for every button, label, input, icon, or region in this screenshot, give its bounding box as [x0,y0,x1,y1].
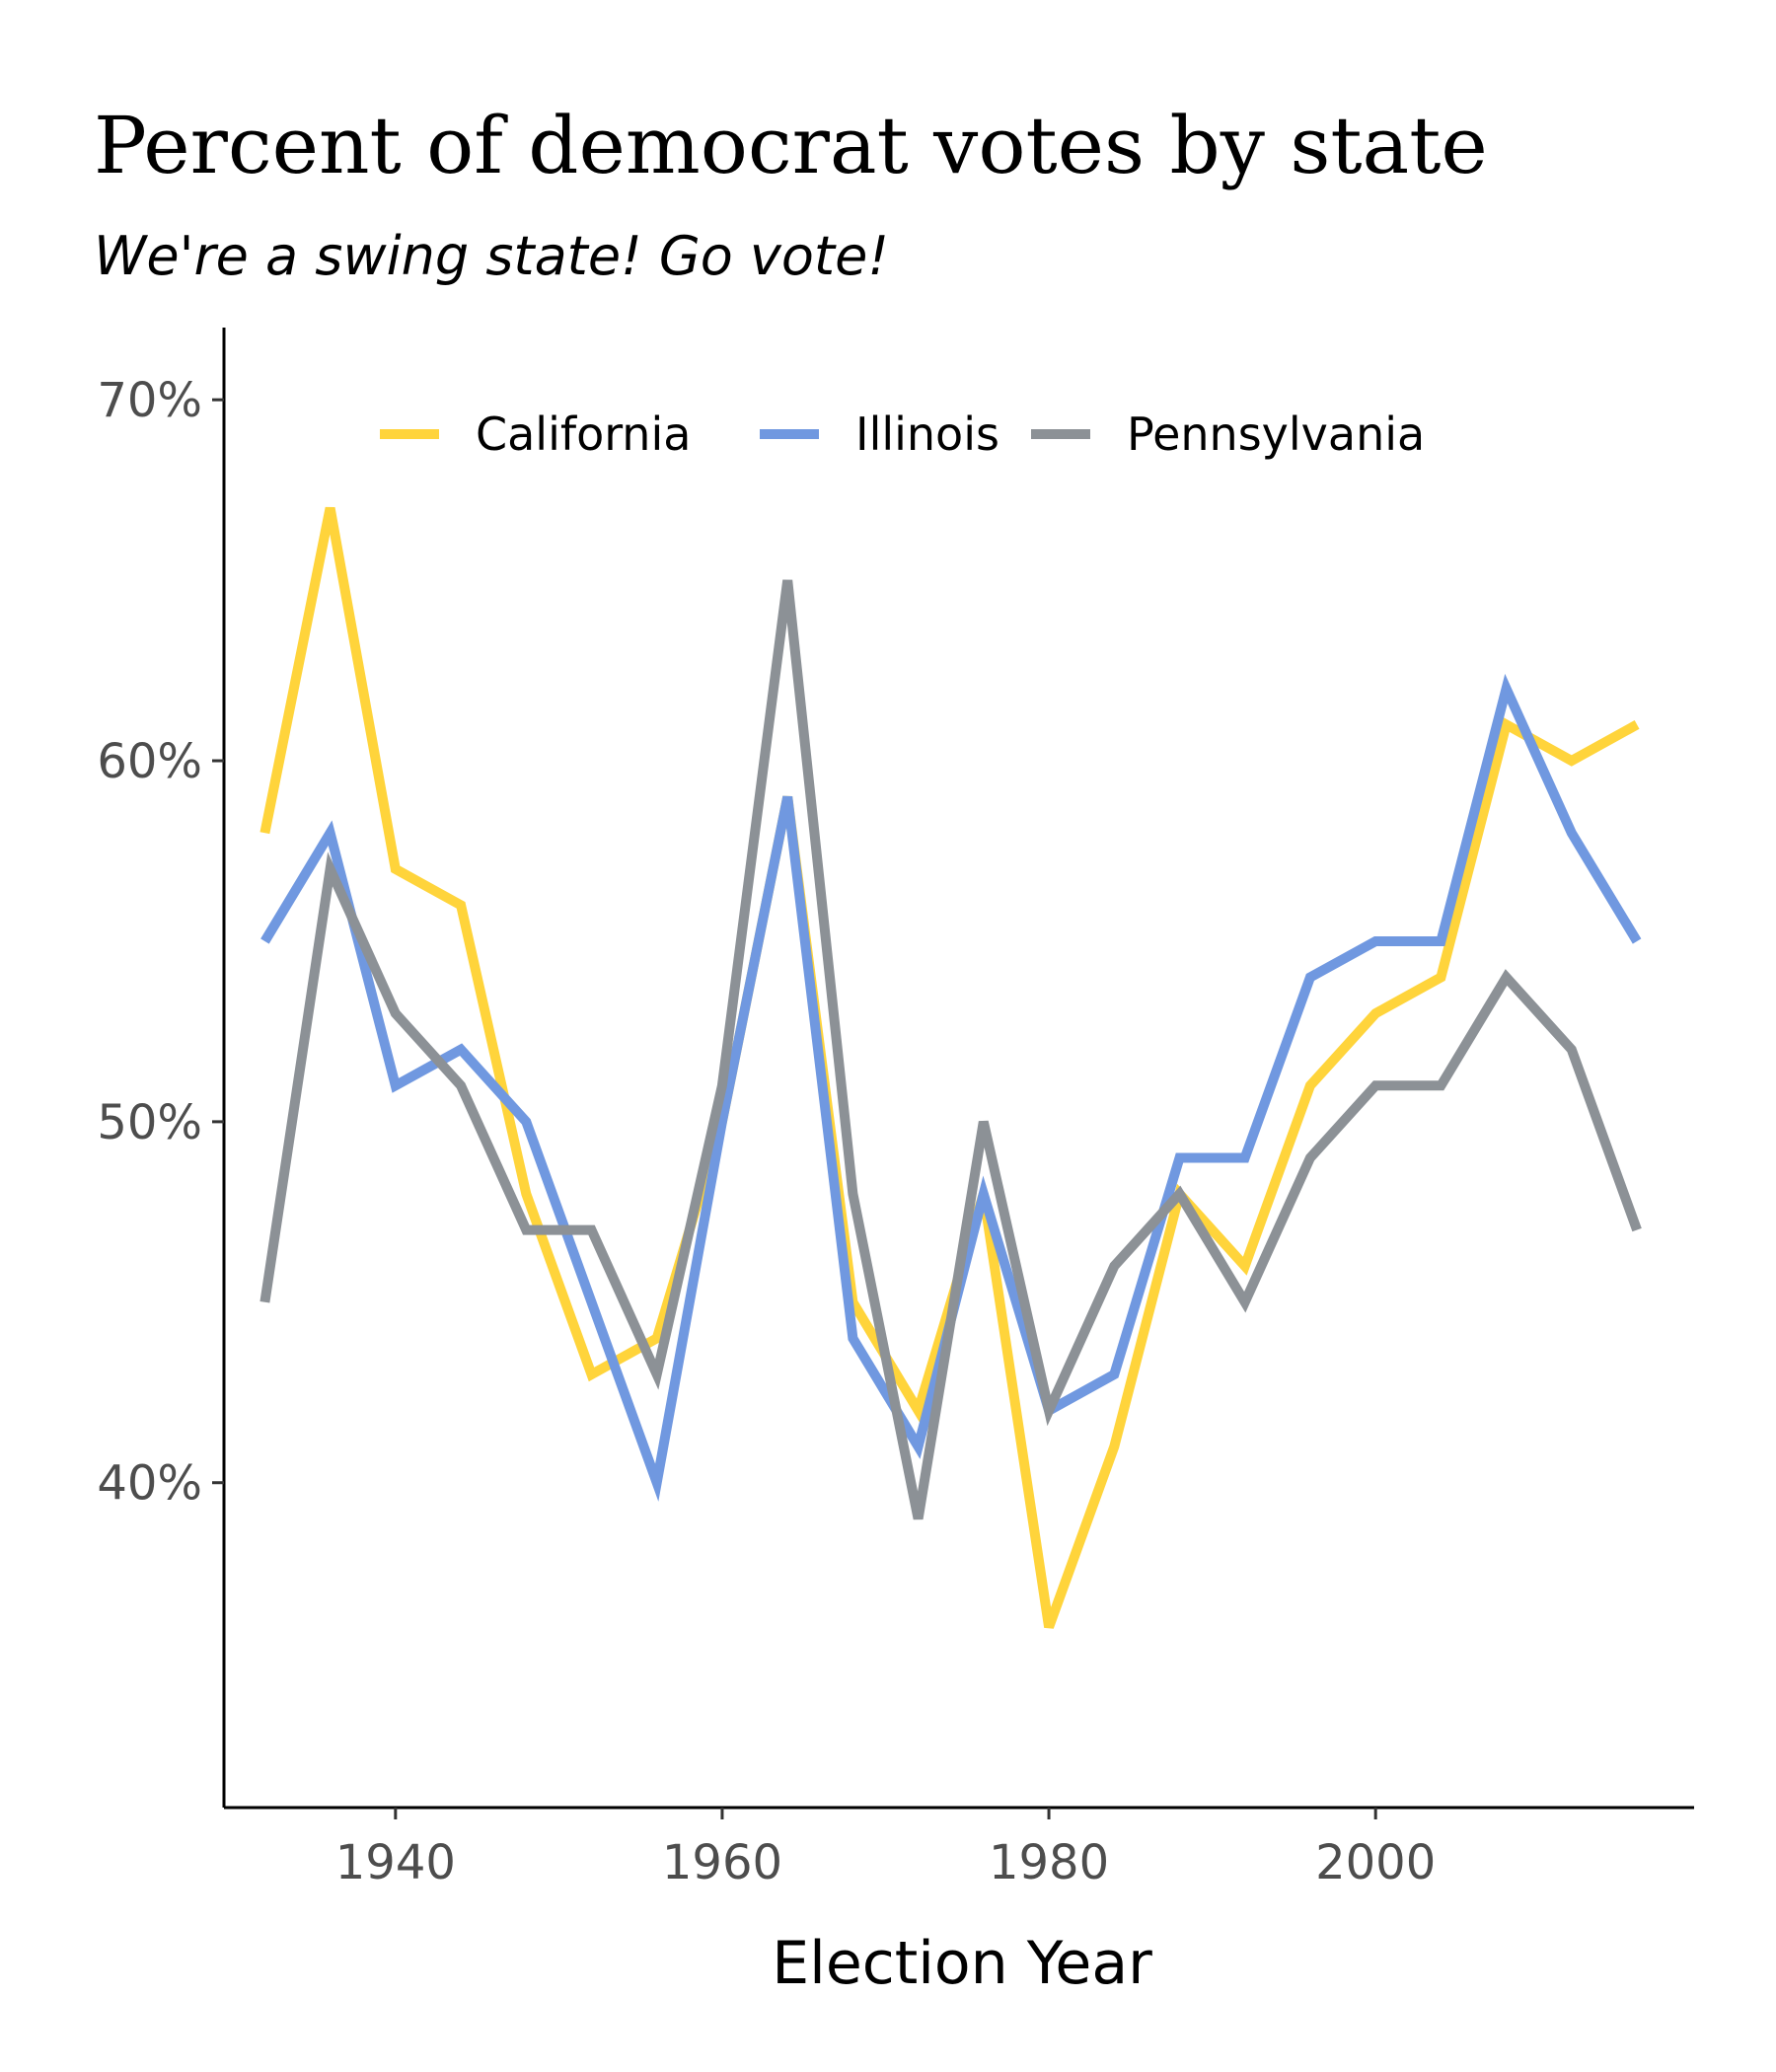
y-tick-label: 40% [97,1456,202,1512]
chart-subtitle: We're a swing state! Go vote! [94,225,889,287]
x-tick-label: 1980 [989,1835,1109,1890]
legend-label-illinois: Illinois [855,407,999,461]
x-tick-label: 2000 [1315,1835,1436,1890]
x-axis-title: Election Year [772,1929,1152,1998]
y-tick-label: 50% [97,1095,202,1150]
legend: California Illinois Pennsylvania [380,407,1425,461]
legend-label-pennsylvania: Pennsylvania [1127,407,1425,461]
axes: 40% 50% 60% 70% 1940 1960 1980 2000 [97,328,1694,1890]
plot-area [259,506,1642,1629]
chart-title: Percent of democrat votes by state [94,100,1488,191]
x-tick-label: 1960 [662,1835,782,1890]
x-tick-label: 1940 [335,1835,456,1890]
y-tick-label: 60% [97,734,202,789]
y-tick-label: 70% [97,373,202,428]
series-line-pennsylvania [259,579,1642,1520]
legend-label-california: California [476,407,691,461]
